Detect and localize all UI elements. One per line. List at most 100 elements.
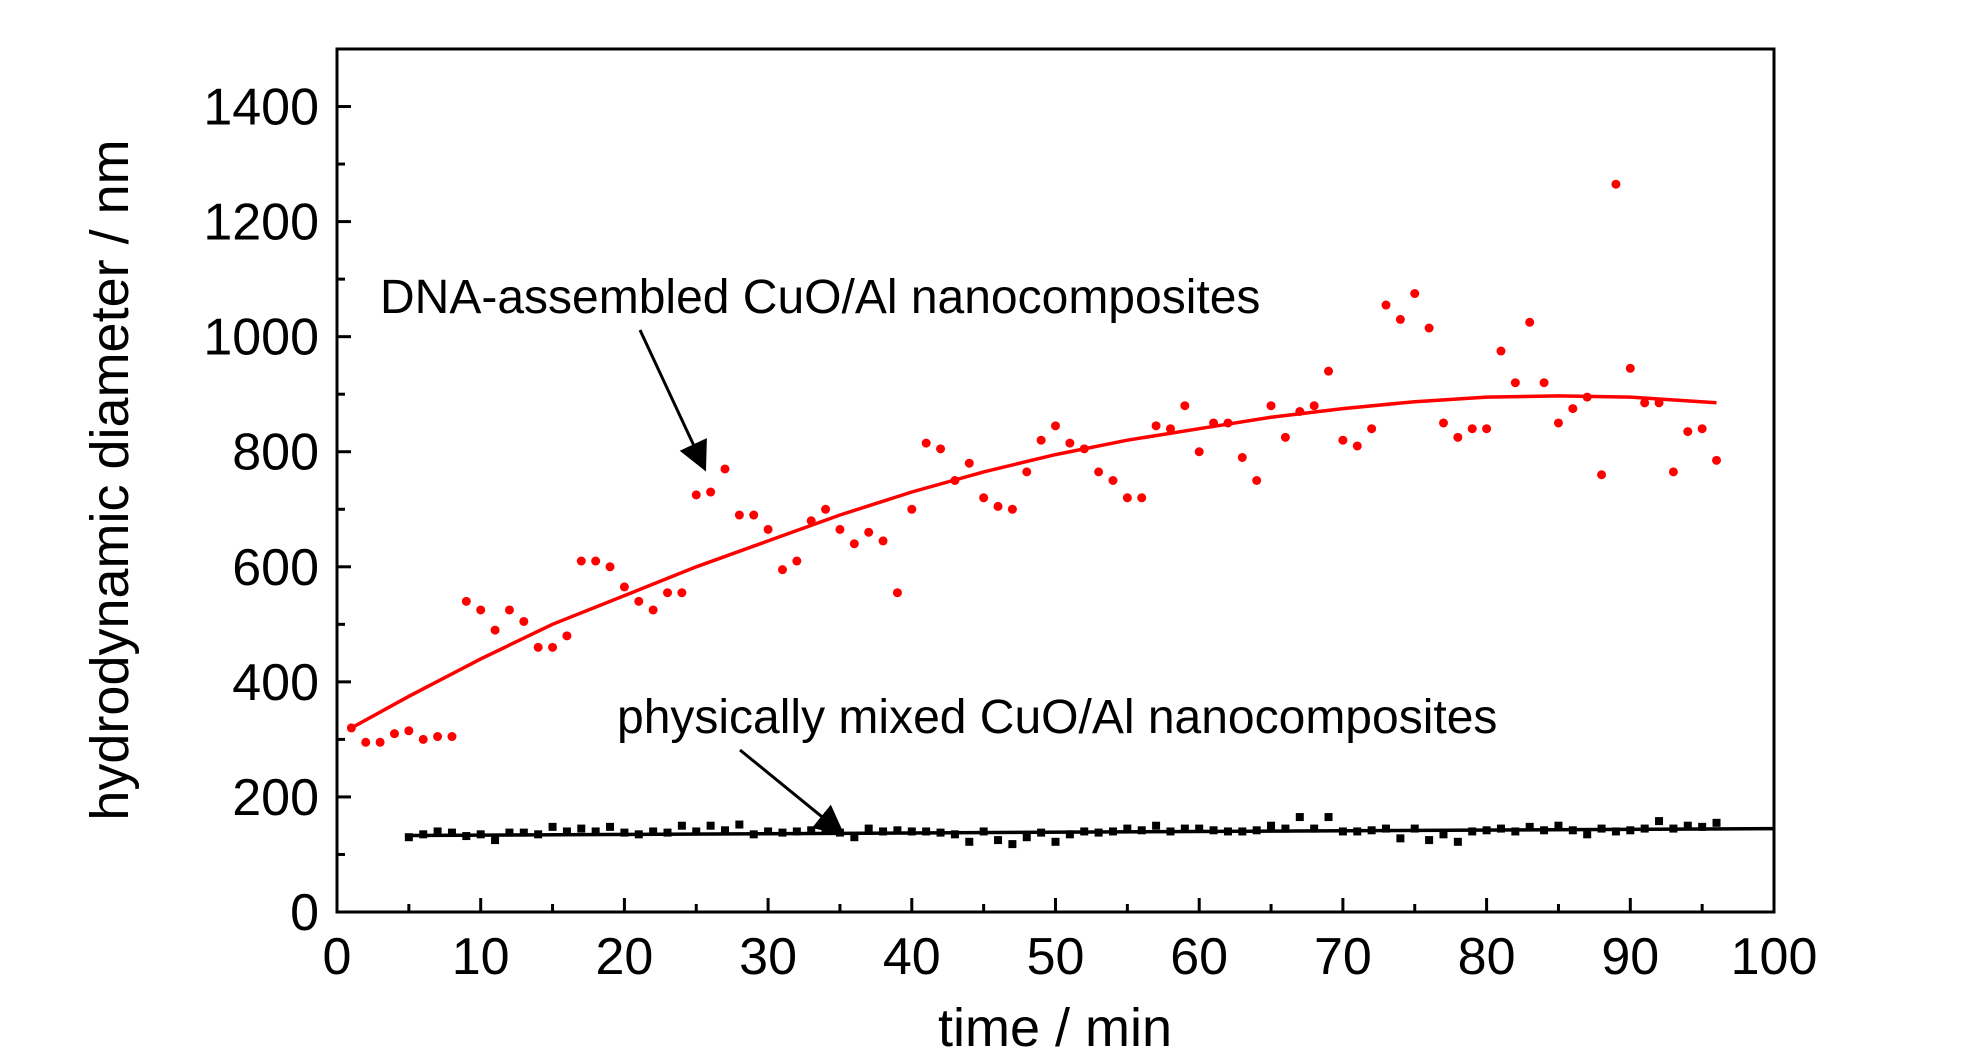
physical-point	[649, 827, 658, 836]
dna-point	[1180, 401, 1190, 411]
physical-point	[1180, 824, 1189, 833]
dna-point	[763, 524, 773, 534]
physical-point	[864, 824, 873, 833]
dna-point	[1625, 363, 1635, 373]
dna-point	[1367, 424, 1377, 434]
physical-point	[792, 827, 801, 836]
dna-point	[1395, 314, 1405, 324]
dna-point	[792, 556, 802, 566]
dna-point	[1381, 300, 1391, 310]
physical-point	[519, 828, 528, 837]
physical-point	[764, 827, 773, 836]
annotation-arrow	[739, 748, 845, 836]
dna-point	[1597, 470, 1607, 480]
dna-point	[1151, 421, 1161, 431]
physical-point	[491, 836, 500, 845]
dna-point	[591, 556, 601, 566]
y-tick-label: 1400	[203, 79, 319, 137]
dna-fit-line	[350, 394, 1717, 730]
dna-point	[835, 524, 845, 534]
physical-point	[606, 822, 615, 831]
physical-point	[447, 828, 456, 837]
physical-fit-line	[408, 826, 1775, 838]
dna-point	[490, 625, 500, 635]
x-tick-label: 20	[595, 928, 653, 986]
dna-point	[1309, 401, 1319, 411]
dna-point	[605, 562, 615, 572]
y-tick-label: 1000	[203, 309, 319, 367]
dna-point	[375, 737, 385, 747]
physical-point	[1065, 830, 1074, 839]
physical-point	[1698, 822, 1707, 831]
dna-point	[1338, 435, 1348, 445]
x-tick-label: 10	[452, 928, 510, 986]
dna-point	[1137, 493, 1147, 503]
physical-point	[1396, 834, 1405, 843]
dna-point	[619, 582, 629, 592]
annotation-arrow	[638, 329, 707, 472]
physical-point	[1439, 830, 1448, 839]
dna-point	[1252, 476, 1262, 485]
dna-point	[418, 734, 428, 744]
dna-point	[1467, 424, 1477, 434]
dna-point	[907, 504, 917, 514]
physical-point	[505, 828, 514, 837]
dna-point	[1165, 424, 1175, 434]
dna-point	[1668, 467, 1678, 477]
dna-point	[1539, 378, 1549, 388]
dna-point	[1122, 493, 1132, 503]
physical-point	[850, 833, 859, 842]
x-tick-label: 80	[1458, 928, 1516, 986]
dna-point	[691, 490, 701, 500]
dna-point	[1453, 432, 1463, 442]
y-tick-label: 200	[232, 769, 319, 827]
physical-point	[821, 824, 830, 833]
physical-point	[706, 821, 715, 830]
dna-point	[821, 504, 831, 514]
dna-point	[389, 729, 399, 739]
dna-point	[1036, 435, 1046, 445]
dna-point	[548, 642, 558, 652]
dna-point	[1108, 476, 1118, 485]
y-tick-label: 1200	[203, 194, 319, 252]
dna-point	[1266, 401, 1276, 411]
dna-point	[447, 732, 457, 742]
physical-point	[1295, 813, 1304, 822]
physical-point	[1281, 824, 1290, 833]
x-tick-label: 30	[739, 928, 797, 986]
dna-point	[361, 737, 371, 747]
physical-point	[1583, 830, 1592, 839]
physical-point	[994, 836, 1003, 845]
dna-point	[1683, 427, 1693, 437]
physical-point	[1425, 836, 1434, 845]
physical-point	[1195, 824, 1204, 833]
dna-point	[519, 616, 529, 626]
x-tick-label: 0	[323, 928, 352, 986]
physical-point	[735, 820, 744, 829]
series-layer	[346, 179, 1775, 849]
annotation-layer	[638, 329, 845, 836]
x-tick-label: 50	[1027, 928, 1085, 986]
physical-point	[965, 837, 974, 846]
dna-point	[1697, 424, 1707, 434]
physical-point	[1683, 821, 1692, 830]
dna-point	[1568, 404, 1578, 414]
x-axis-ticks: 0 10 20 30 40 50 60 70 80 90 100	[323, 898, 1817, 986]
dna-point	[404, 726, 414, 736]
x-tick-label: 40	[883, 928, 941, 986]
dna-point	[777, 565, 787, 575]
physical-point	[1123, 824, 1132, 833]
physical-point	[620, 828, 629, 837]
dna-point	[964, 458, 974, 468]
annotation-physical-label: physically mixed CuO/Al nanocomposites	[617, 691, 1497, 744]
dna-point	[706, 487, 716, 497]
dna-point	[1496, 346, 1506, 356]
physical-point	[1267, 821, 1276, 830]
dna-point	[1022, 467, 1032, 477]
physical-point	[591, 827, 600, 836]
physical-point	[577, 824, 586, 833]
physical-point	[893, 826, 902, 835]
dna-point	[1352, 441, 1362, 451]
x-tick-label: 70	[1314, 928, 1372, 986]
